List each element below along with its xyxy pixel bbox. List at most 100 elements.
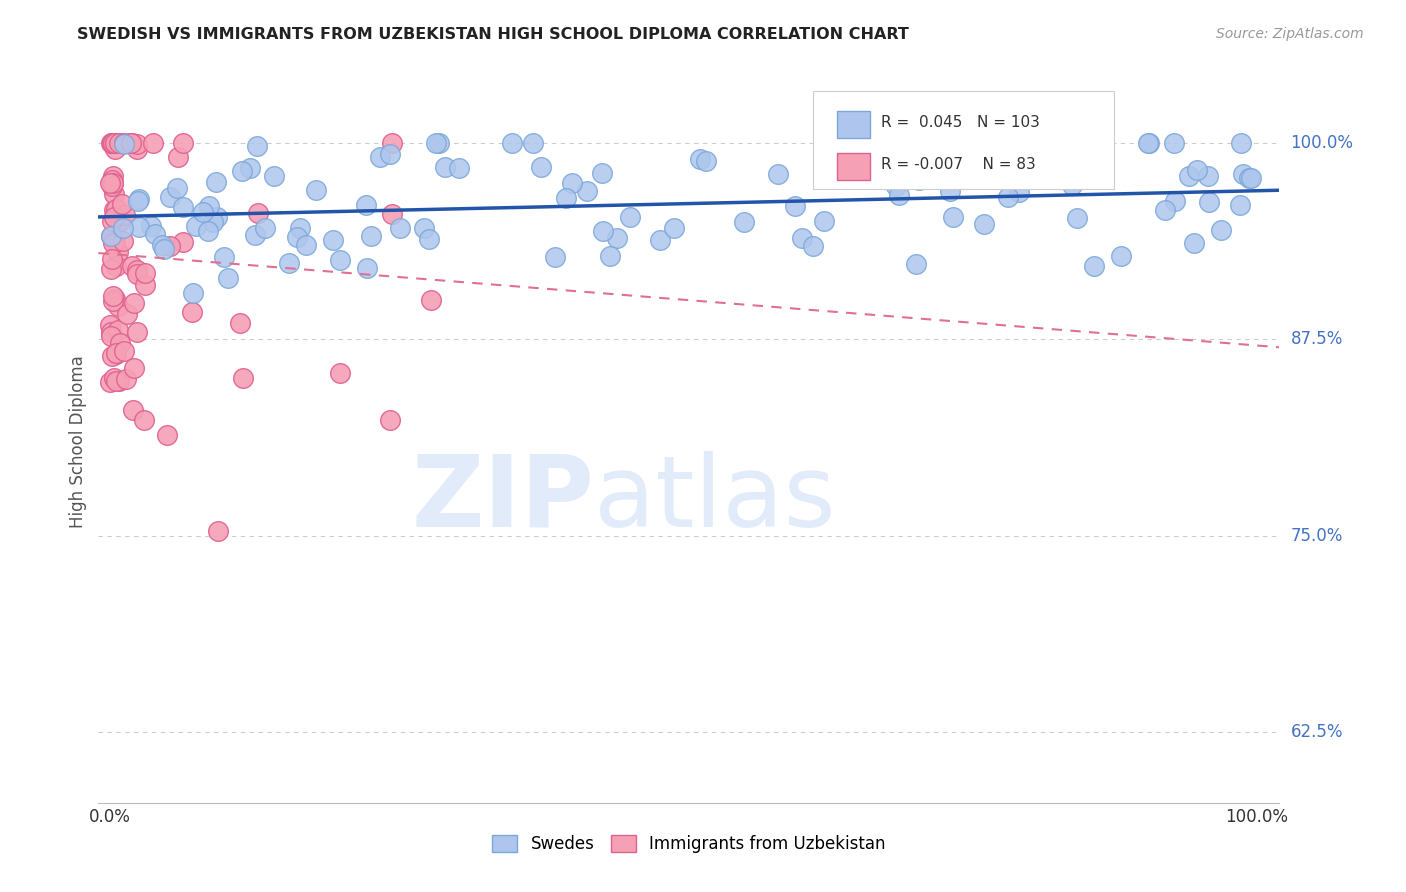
Text: 87.5%: 87.5% [1291,330,1343,349]
Legend: Swedes, Immigrants from Uzbekistan: Swedes, Immigrants from Uzbekistan [485,828,893,860]
Swedes [1211,223,1233,237]
Swedes [1069,146,1091,161]
Immigrants from Uzbekistan [107,322,129,336]
Swedes [1153,202,1175,217]
Immigrants from Uzbekistan [103,177,125,191]
Swedes [100,228,122,243]
Immigrants from Uzbekistan [105,202,128,216]
Immigrants from Uzbekistan [104,347,127,361]
Swedes [239,161,262,176]
Immigrants from Uzbekistan [103,292,125,306]
Immigrants from Uzbekistan [112,235,135,249]
Immigrants from Uzbekistan [107,244,129,259]
Immigrants from Uzbekistan [180,305,202,319]
Swedes [783,199,806,213]
Swedes [1060,178,1083,193]
Swedes [1164,194,1187,208]
Immigrants from Uzbekistan [120,136,142,150]
Immigrants from Uzbekistan [122,295,145,310]
Immigrants from Uzbekistan [110,335,132,350]
Swedes [434,160,457,174]
Swedes [887,187,910,202]
Immigrants from Uzbekistan [167,150,190,164]
Swedes [619,210,641,224]
Swedes [1178,169,1201,183]
Immigrants from Uzbekistan [229,316,252,330]
Swedes [197,224,219,238]
Swedes [304,183,326,197]
Swedes [1240,170,1263,185]
Swedes [378,147,401,161]
Swedes [939,184,962,198]
Text: R = -0.007    N = 83: R = -0.007 N = 83 [882,157,1036,171]
Immigrants from Uzbekistan [100,136,122,150]
Swedes [263,169,285,184]
Swedes [1185,162,1208,177]
Immigrants from Uzbekistan [98,318,121,332]
Swedes [447,161,470,175]
Immigrants from Uzbekistan [101,136,124,150]
Immigrants from Uzbekistan [127,136,149,151]
Swedes [1163,136,1185,150]
Swedes [1198,195,1220,210]
Swedes [813,214,835,228]
Swedes [128,192,150,206]
Immigrants from Uzbekistan [127,142,149,156]
Swedes [329,253,352,268]
Immigrants from Uzbekistan [134,266,156,280]
Immigrants from Uzbekistan [110,136,132,150]
Text: R =  0.045   N = 103: R = 0.045 N = 103 [882,115,1040,129]
Swedes [592,224,614,238]
Swedes [904,258,927,272]
Swedes [801,239,824,253]
Swedes [1042,157,1064,171]
Immigrants from Uzbekistan [98,376,121,390]
Immigrants from Uzbekistan [98,177,121,191]
Immigrants from Uzbekistan [381,136,404,150]
Swedes [1229,198,1251,212]
Immigrants from Uzbekistan [134,277,156,292]
Immigrants from Uzbekistan [207,524,229,539]
Swedes [246,139,269,153]
Immigrants from Uzbekistan [105,259,128,273]
Swedes [689,153,711,167]
FancyBboxPatch shape [813,91,1114,189]
Swedes [984,164,1007,178]
Swedes [1182,236,1205,251]
Swedes [290,220,312,235]
Immigrants from Uzbekistan [419,293,441,308]
Swedes [143,227,166,241]
Swedes [768,167,790,181]
Immigrants from Uzbekistan [112,343,135,358]
Swedes [606,230,628,244]
Immigrants from Uzbekistan [110,136,132,150]
Swedes [166,181,188,195]
Y-axis label: High School Diploma: High School Diploma [69,355,87,528]
Bar [837,111,870,138]
Swedes [231,164,253,178]
Swedes [555,191,578,205]
Text: 100.0%: 100.0% [1291,134,1354,153]
Swedes [198,199,221,213]
Immigrants from Uzbekistan [100,229,122,244]
Text: ZIP: ZIP [412,450,595,548]
Swedes [127,194,149,209]
Swedes [501,136,523,150]
Immigrants from Uzbekistan [104,142,127,156]
Swedes [159,190,181,204]
Swedes [356,261,378,276]
Swedes [425,136,447,150]
Swedes [997,190,1019,204]
Swedes [733,215,755,229]
Immigrants from Uzbekistan [101,176,124,190]
Swedes [936,142,959,156]
Swedes [576,185,599,199]
Swedes [1008,185,1031,199]
Swedes [128,219,150,234]
Immigrants from Uzbekistan [156,427,179,442]
Swedes [530,161,553,175]
Swedes [191,205,214,219]
Swedes [1109,249,1132,263]
Immigrants from Uzbekistan [101,173,124,187]
Immigrants from Uzbekistan [101,169,124,184]
